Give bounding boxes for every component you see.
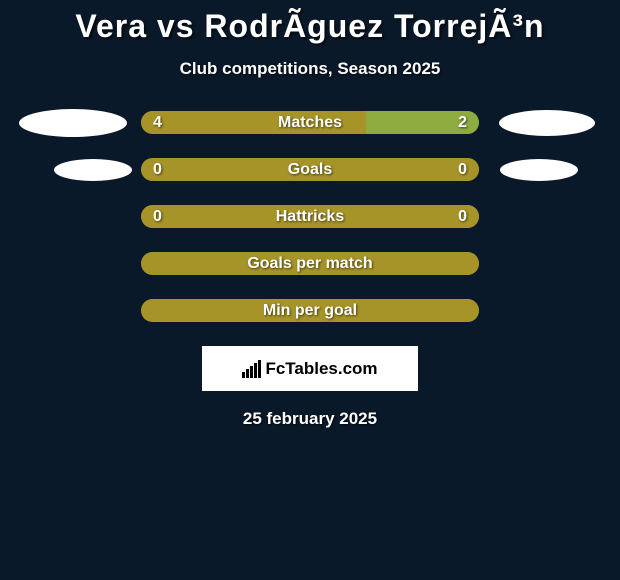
stat-row: Goals per match bbox=[0, 252, 620, 275]
stat-row: 0 0 Goals bbox=[0, 158, 620, 181]
right-ellipse-slot bbox=[479, 110, 599, 136]
stat-label: Hattricks bbox=[276, 208, 344, 226]
left-ellipse-slot bbox=[21, 109, 141, 137]
stat-label: Goals bbox=[288, 161, 332, 179]
comparison-card: Vera vs RodrÃ­guez TorrejÃ³n Club compet… bbox=[0, 0, 620, 429]
stat-label: Min per goal bbox=[263, 302, 357, 320]
page-subtitle: Club competitions, Season 2025 bbox=[180, 59, 441, 79]
stat-label: Goals per match bbox=[247, 255, 372, 273]
right-ellipse-slot bbox=[479, 159, 599, 181]
stat-value-left: 4 bbox=[153, 114, 162, 132]
stat-bar: 0 0 Goals bbox=[141, 158, 479, 181]
stat-value-right: 2 bbox=[458, 114, 467, 132]
date-text: 25 february 2025 bbox=[243, 409, 377, 429]
stat-bar: Min per goal bbox=[141, 299, 479, 322]
bar-chart-icon bbox=[242, 360, 261, 378]
stat-value-right: 0 bbox=[458, 161, 467, 179]
page-title: Vera vs RodrÃ­guez TorrejÃ³n bbox=[75, 8, 544, 45]
right-player-ellipse bbox=[499, 110, 595, 136]
fctables-logo: FcTables.com bbox=[202, 346, 418, 391]
stat-bar: 4 2 Matches bbox=[141, 111, 479, 134]
stat-rows: 4 2 Matches 0 0 Goals 0 0 Hattricks Goals per mat… bbox=[0, 111, 620, 322]
stat-value-right: 0 bbox=[458, 208, 467, 226]
left-player-ellipse bbox=[54, 159, 132, 181]
stat-label: Matches bbox=[278, 114, 342, 132]
right-player-ellipse bbox=[500, 159, 578, 181]
stat-value-left: 0 bbox=[153, 208, 162, 226]
logo-text: FcTables.com bbox=[265, 359, 377, 379]
left-player-ellipse bbox=[19, 109, 127, 137]
stat-value-left: 0 bbox=[153, 161, 162, 179]
stat-row: 0 0 Hattricks bbox=[0, 205, 620, 228]
left-ellipse-slot bbox=[21, 159, 141, 181]
stat-row: 4 2 Matches bbox=[0, 111, 620, 134]
stat-bar: Goals per match bbox=[141, 252, 479, 275]
stat-bar: 0 0 Hattricks bbox=[141, 205, 479, 228]
stat-row: Min per goal bbox=[0, 299, 620, 322]
